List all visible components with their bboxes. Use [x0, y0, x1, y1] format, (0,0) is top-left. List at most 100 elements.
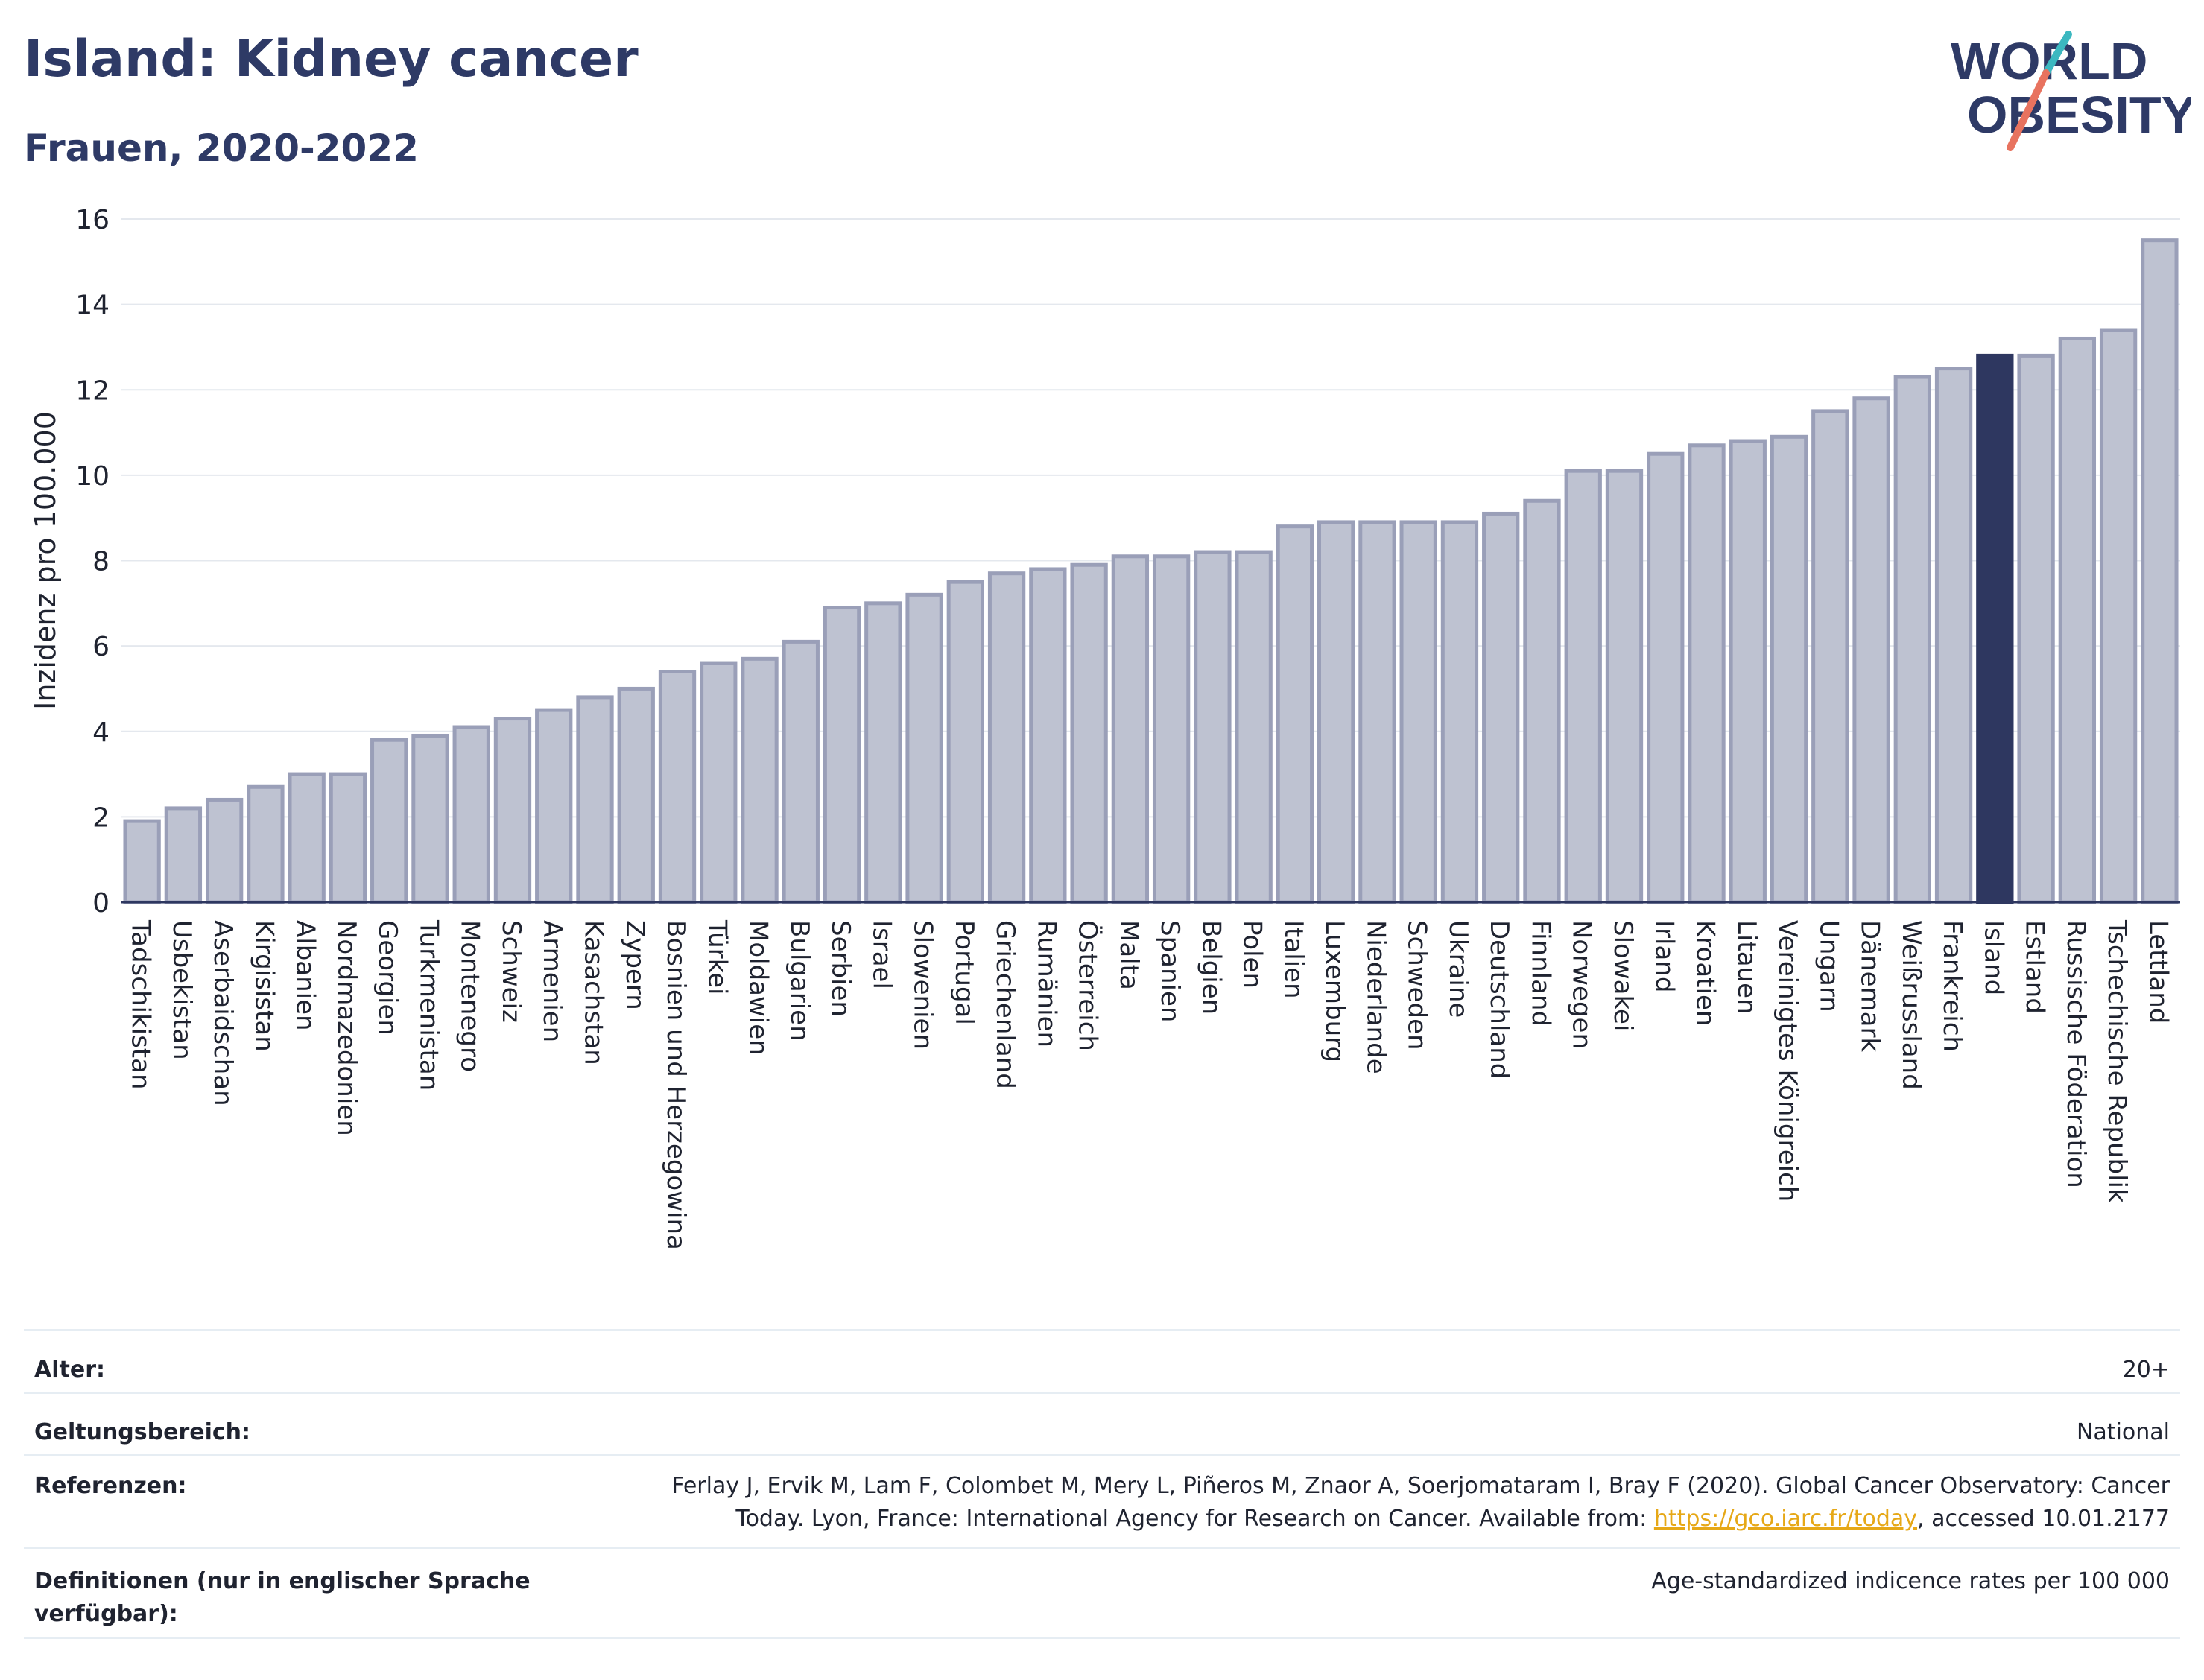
y-tick-label: 14	[75, 291, 110, 321]
metadata-table: Alter: 20+ Geltungsbereich: National Ref…	[24, 1329, 2180, 1639]
age-value: 20+	[2122, 1357, 2170, 1383]
x-tick-label: Montenegro	[455, 920, 485, 1072]
x-tick-label: Schweden	[1402, 920, 1432, 1050]
bar	[247, 784, 285, 904]
x-tick-label: Tadschikistan	[126, 919, 156, 1090]
references-link[interactable]: https://gco.iarc.fr/today	[1653, 1506, 1918, 1532]
bar	[741, 656, 779, 904]
x-tick-label: Ukraine	[1443, 920, 1473, 1018]
y-tick-label: 10	[75, 461, 110, 492]
bar-chart: 0 2 4 6 8 10 12 14 16 Tadschikistan Usbekistan Ase…	[29, 205, 2180, 1250]
bar	[1317, 520, 1355, 904]
bar	[123, 819, 161, 904]
meta-row-definitions: Definitionen (nur in englischer Sprache …	[24, 1547, 2180, 1639]
y-axis-label: Inzidenz pro 100.000	[29, 411, 62, 710]
x-tick-label: Türkei	[702, 919, 732, 995]
bar	[164, 806, 203, 904]
references-value: Ferlay J, Ervik M, Lam F, Colombet M, Me…	[601, 1470, 2170, 1535]
bar	[411, 733, 449, 904]
bar	[1111, 554, 1150, 904]
x-tick-label: Schweiz	[496, 920, 526, 1023]
chart-title: Island: Kidney cancer	[24, 30, 639, 89]
x-tick-label: Griechenland	[990, 920, 1020, 1089]
x-tick-label: Norwegen	[1567, 920, 1597, 1049]
x-tick-label: Polen	[1238, 920, 1267, 989]
bar	[987, 571, 1026, 904]
bar	[1605, 469, 1644, 904]
bar	[2141, 238, 2179, 904]
bar	[1770, 434, 1808, 904]
x-tick-label: Kirgisistan	[249, 920, 279, 1052]
references-label: Referenzen:	[34, 1473, 187, 1499]
x-tick-label: Turkmenistan	[414, 919, 443, 1091]
x-axis-ticks: Tadschikistan Usbekistan Aserbaidschan Kirg…	[126, 919, 2173, 1250]
world-obesity-logo: WORLD OBESITY	[1951, 31, 2191, 151]
meta-row-scope: Geltungsbereich: National	[24, 1392, 2180, 1454]
y-tick-label: 0	[92, 888, 110, 919]
y-tick-label: 16	[75, 205, 110, 235]
bar	[946, 580, 984, 904]
bar	[700, 661, 738, 904]
y-tick-label: 8	[92, 547, 110, 577]
bar	[1440, 520, 1479, 904]
bar	[1399, 520, 1437, 904]
bar	[452, 725, 490, 904]
y-tick-label: 2	[92, 802, 110, 833]
bar	[1152, 554, 1191, 904]
scope-label: Geltungsbereich:	[34, 1419, 251, 1445]
bar-highlight	[1976, 353, 2014, 904]
x-tick-label: Lettland	[2143, 920, 2173, 1024]
bar	[288, 772, 326, 904]
bar	[1688, 443, 1726, 904]
x-tick-label: Zypern	[620, 920, 650, 1010]
bar	[1029, 567, 1067, 904]
x-tick-label: Portugal	[949, 920, 979, 1025]
x-tick-label: Usbekistan	[167, 920, 197, 1060]
bar	[1482, 511, 1520, 904]
x-tick-label: Deutschland	[1484, 920, 1514, 1079]
chart-subtitle: Frauen, 2020-2022	[24, 127, 419, 170]
bar	[823, 606, 861, 904]
x-tick-label: Bulgarien	[785, 920, 814, 1042]
bar	[1852, 396, 1890, 904]
definitions-value: Age-standardized indicence rates per 100…	[1651, 1568, 2170, 1594]
bar	[370, 738, 408, 904]
x-tick-label: Russische Föderation	[2061, 920, 2091, 1188]
x-tick-label: Weißrussland	[1896, 920, 1926, 1090]
x-tick-label: Finnland	[1525, 920, 1555, 1027]
x-tick-label: Albanien	[291, 920, 320, 1031]
x-tick-label: Frankreich	[1937, 920, 1967, 1052]
x-tick-label: Litauen	[1732, 920, 1761, 1015]
bar	[658, 670, 697, 904]
x-tick-label: Irland	[1649, 920, 1679, 992]
bar	[1235, 550, 1273, 904]
bar	[1729, 439, 1767, 904]
x-tick-label: Israel	[867, 920, 896, 989]
x-tick-label: Tschechische Republik	[2102, 919, 2132, 1203]
bar	[864, 601, 902, 904]
x-tick-label: Ungarn	[1814, 920, 1843, 1012]
y-tick-label: 4	[92, 717, 110, 748]
x-tick-label: Island	[1978, 920, 2008, 995]
x-tick-label: Niederlande	[1361, 920, 1390, 1074]
x-tick-label: Vereinigtes Königreich	[1773, 920, 1802, 1202]
x-tick-label: Kroatien	[1691, 920, 1720, 1026]
bar	[2017, 353, 2055, 904]
x-tick-label: Nordmazedonien	[332, 920, 361, 1136]
x-tick-label: Slowakei	[1608, 920, 1638, 1031]
bar	[1647, 451, 1685, 904]
bar	[535, 708, 573, 904]
y-tick-label: 12	[75, 375, 110, 406]
bar	[205, 797, 244, 904]
y-tick-label: 6	[92, 632, 110, 662]
bar	[617, 686, 655, 904]
x-tick-label: Bosnien und Herzegowina	[661, 920, 691, 1250]
references-line1: Ferlay J, Ervik M, Lam F, Colombet M, Me…	[671, 1473, 2170, 1499]
x-tick-label: Slowenien	[908, 920, 938, 1050]
bar	[782, 639, 820, 904]
bar	[905, 592, 943, 904]
bar	[576, 695, 614, 904]
bar	[2058, 336, 2097, 904]
scope-value: National	[2076, 1419, 2170, 1445]
x-tick-label: Malta	[1114, 920, 1144, 990]
